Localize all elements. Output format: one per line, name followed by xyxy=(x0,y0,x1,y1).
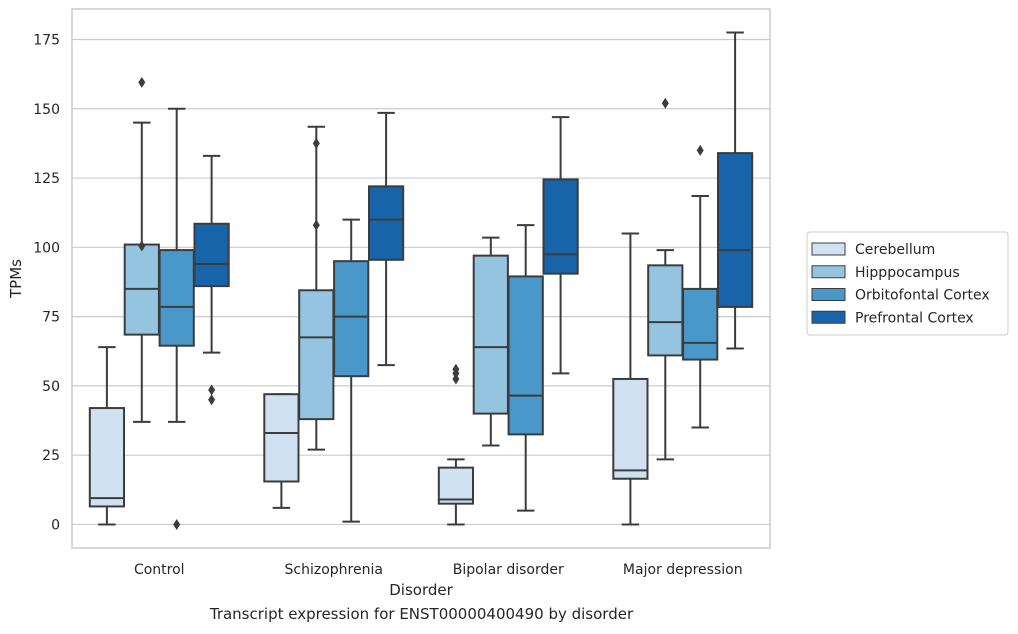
box-body xyxy=(158,249,195,347)
box xyxy=(507,224,544,512)
legend-swatch xyxy=(811,288,846,301)
x-tick-label: Control xyxy=(134,562,185,578)
y-axis-label: TPMs xyxy=(7,259,25,299)
box-body xyxy=(333,260,370,378)
box-body xyxy=(647,264,684,357)
y-tick-label: 125 xyxy=(33,171,60,187)
legend-swatch xyxy=(811,242,846,256)
box xyxy=(367,111,405,367)
box-body xyxy=(612,377,649,480)
x-axis-label: Disorder xyxy=(389,581,453,599)
y-tick-label: 100 xyxy=(33,240,60,256)
plot-frame xyxy=(71,8,771,549)
box xyxy=(193,154,230,406)
y-tick-label: 0 xyxy=(51,517,60,533)
box-body xyxy=(298,289,335,421)
legend-frame xyxy=(806,231,1009,336)
box xyxy=(647,97,684,461)
box xyxy=(123,76,160,423)
box xyxy=(263,393,300,509)
box xyxy=(716,31,754,350)
y-tick-label: 25 xyxy=(42,448,60,464)
box-body xyxy=(193,222,230,288)
box xyxy=(612,232,649,526)
legend-label: Hipppocampus xyxy=(855,265,960,281)
box-body xyxy=(263,393,300,483)
outlier-marker xyxy=(312,219,320,231)
legend-label: Prefrontal Cortex xyxy=(855,310,974,326)
box-body xyxy=(437,466,475,505)
outlier-marker xyxy=(696,144,704,156)
legend-label: Orbitofontal Cortex xyxy=(855,288,990,304)
x-tick-label: Major depression xyxy=(623,562,743,578)
x-tick-label: Schizophrenia xyxy=(285,562,383,578)
outlier-marker xyxy=(208,394,216,406)
x-tick-label: Bipolar disorder xyxy=(453,562,564,578)
box xyxy=(437,363,475,526)
box xyxy=(88,346,126,526)
series-prefrontal-cortex xyxy=(193,31,754,406)
box xyxy=(472,236,509,447)
outlier-marker xyxy=(452,363,460,375)
legend: Cerebellum Hipppocampus Orbitofontal Corte… xyxy=(806,231,1009,336)
outlier-marker xyxy=(452,373,460,385)
outlier-marker xyxy=(312,137,320,149)
legend-swatch xyxy=(811,310,846,324)
legend-swatch xyxy=(811,265,846,279)
box-body xyxy=(682,287,719,361)
box-body xyxy=(472,254,509,415)
y-tick-label: 50 xyxy=(42,379,60,395)
y-axis-ticks: 0 25 50 75 100 125 150 175 xyxy=(33,32,60,533)
box-body xyxy=(542,178,579,275)
box-body xyxy=(716,152,754,308)
box-body xyxy=(507,275,544,436)
box xyxy=(333,218,370,523)
outlier-marker xyxy=(138,76,146,88)
outlier-marker xyxy=(208,384,216,396)
y-tick-label: 75 xyxy=(42,310,60,326)
box xyxy=(542,116,579,375)
box-body xyxy=(88,407,126,508)
outlier-marker xyxy=(661,97,669,109)
box-body xyxy=(367,185,405,261)
legend-label: Cerebellum xyxy=(855,242,935,258)
box xyxy=(682,144,719,429)
x-axis-ticks: Control Schizophrenia Bipolar disorder Majo… xyxy=(134,562,743,578)
box xyxy=(158,107,195,530)
y-tick-label: 175 xyxy=(33,32,60,48)
outlier-marker xyxy=(173,518,181,530)
box-series xyxy=(88,31,754,530)
box xyxy=(298,125,335,451)
series-cerebellum xyxy=(88,232,649,526)
y-tick-label: 150 xyxy=(33,102,60,118)
chart-caption: Transcript expression for ENST0000040049… xyxy=(209,605,634,623)
series-orbitofontal-cortex xyxy=(158,107,719,530)
outlier-marker xyxy=(138,240,146,252)
